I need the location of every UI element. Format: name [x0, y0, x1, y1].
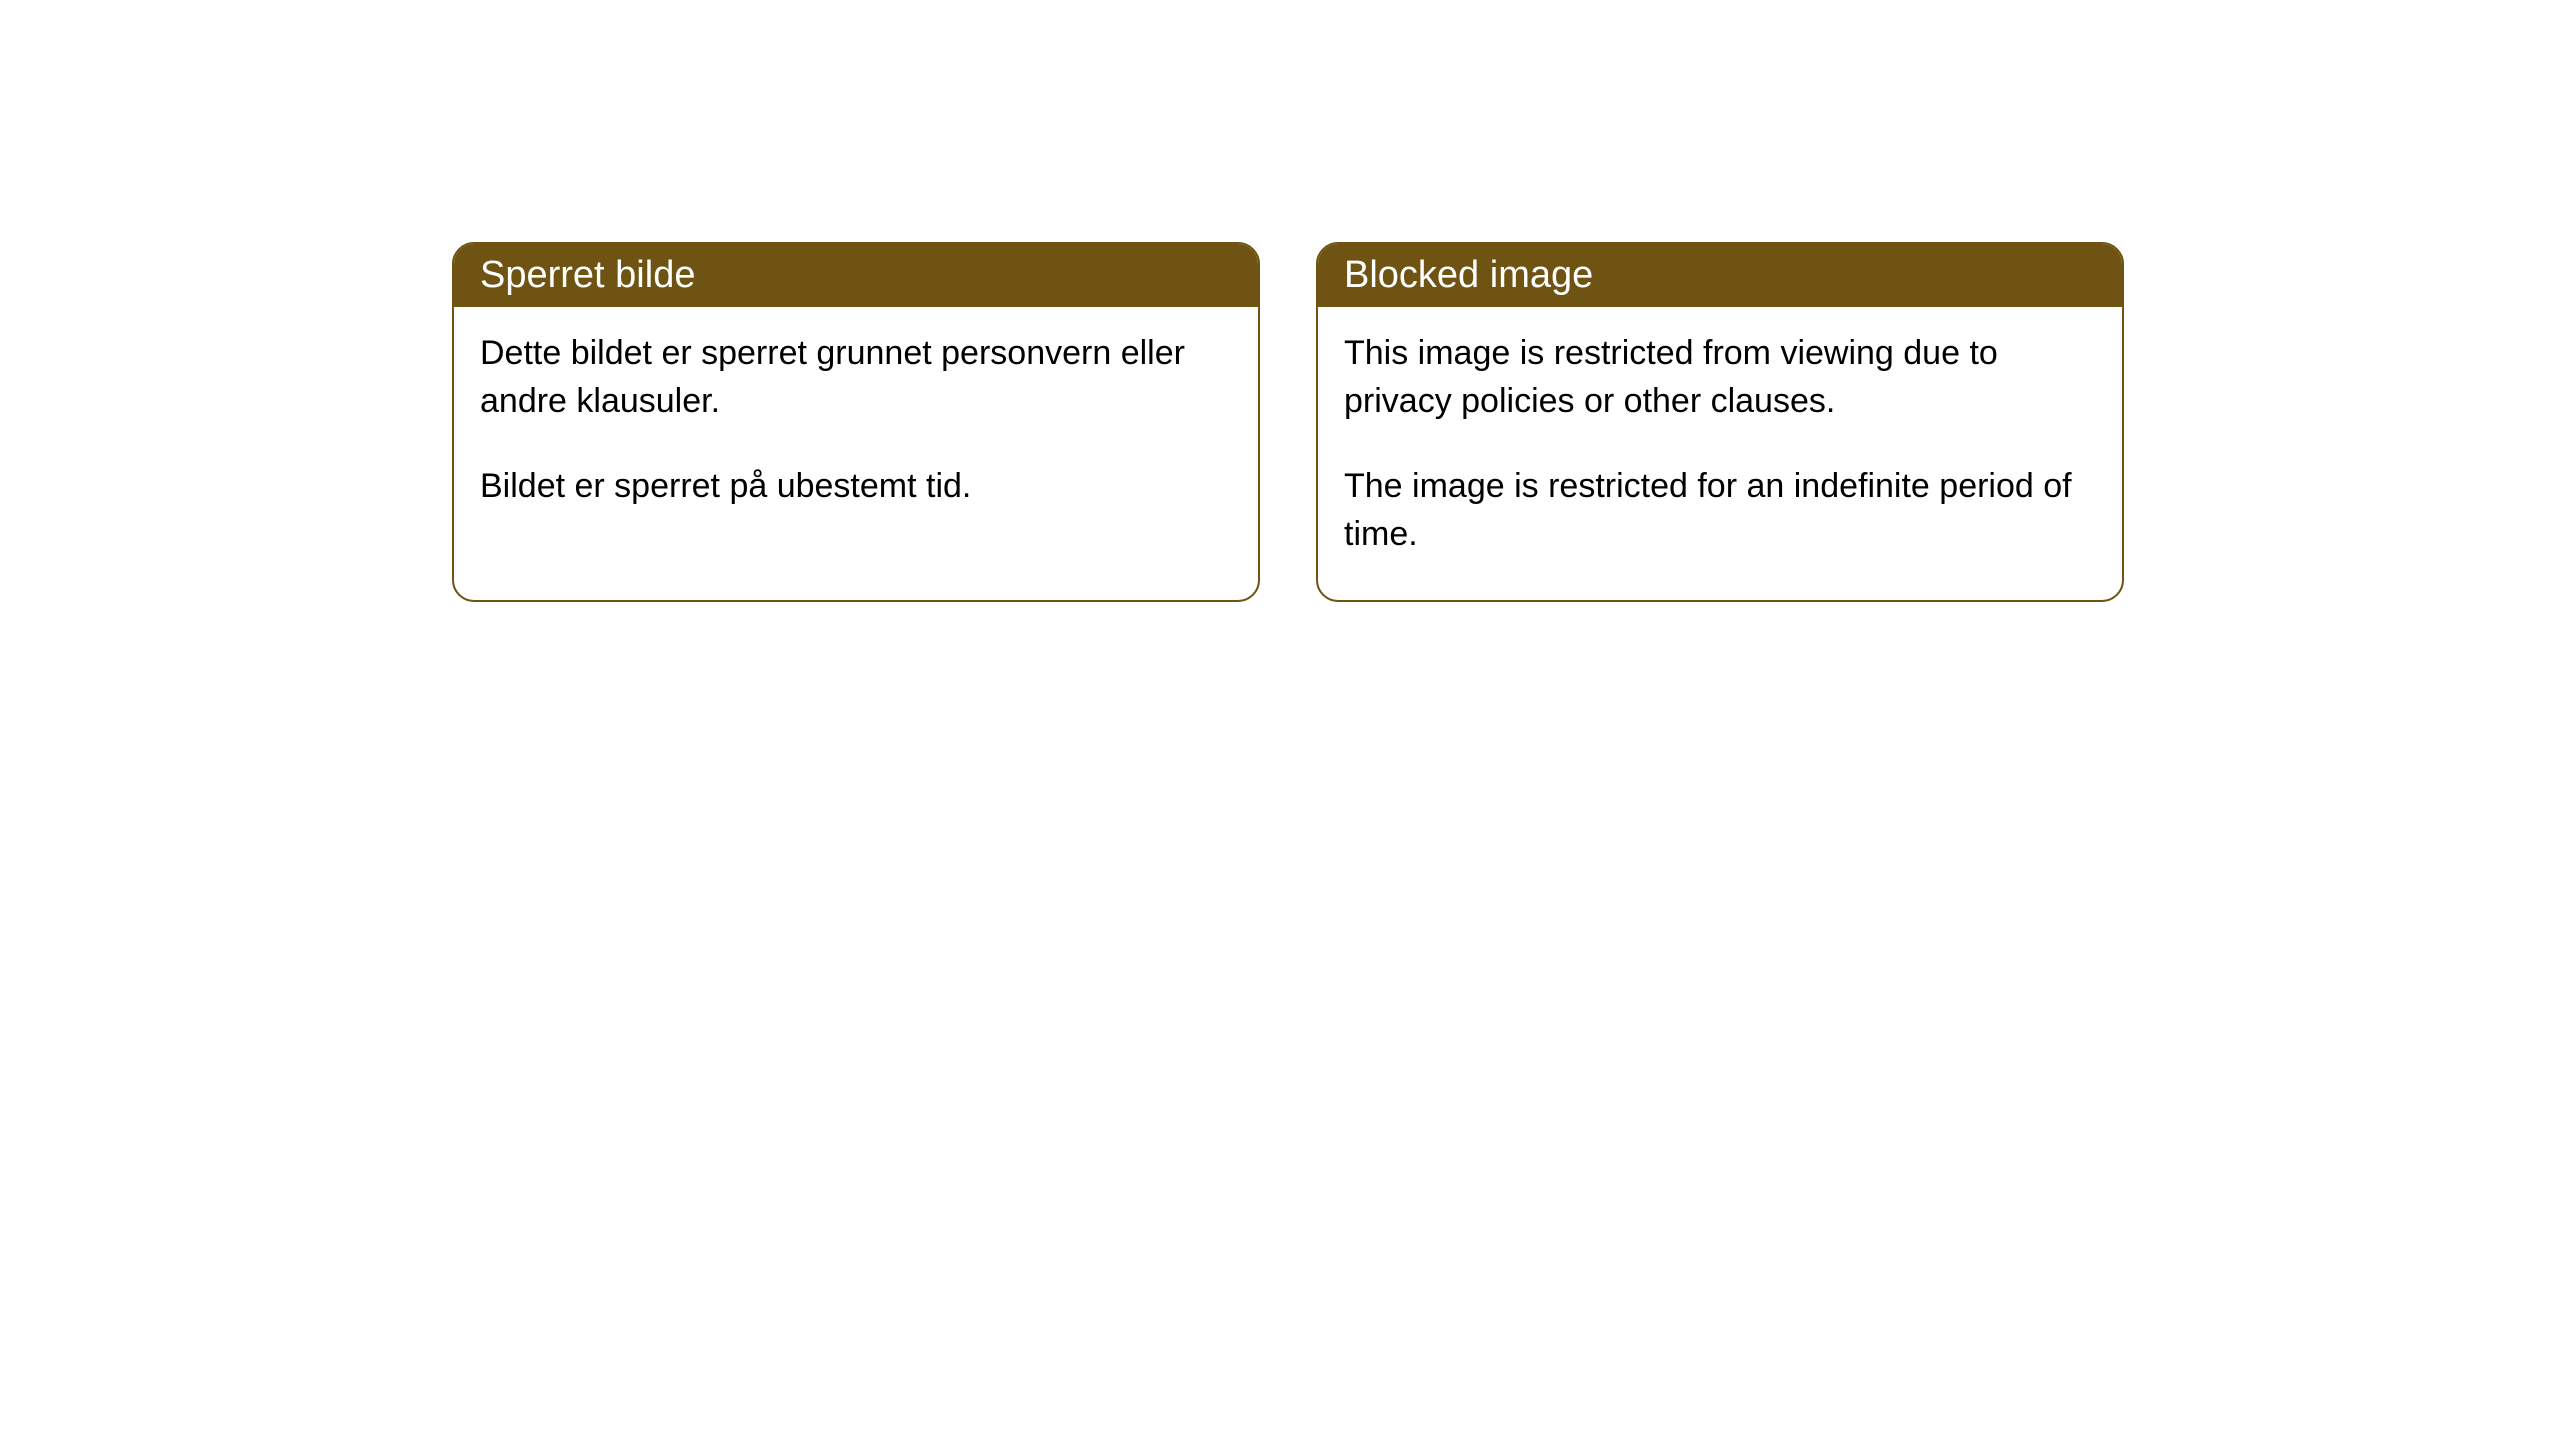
- blocked-image-card-en: Blocked image This image is restricted f…: [1316, 242, 2124, 602]
- card-paragraph: Bildet er sperret på ubestemt tid.: [480, 462, 1232, 510]
- notice-cards-container: Sperret bilde Dette bildet er sperret gr…: [0, 0, 2560, 602]
- card-paragraph: The image is restricted for an indefinit…: [1344, 462, 2096, 559]
- card-title: Blocked image: [1318, 244, 2122, 307]
- card-title: Sperret bilde: [454, 244, 1258, 307]
- blocked-image-card-no: Sperret bilde Dette bildet er sperret gr…: [452, 242, 1260, 602]
- card-paragraph: Dette bildet er sperret grunnet personve…: [480, 329, 1232, 426]
- card-body: Dette bildet er sperret grunnet personve…: [454, 307, 1258, 552]
- card-paragraph: This image is restricted from viewing du…: [1344, 329, 2096, 426]
- card-body: This image is restricted from viewing du…: [1318, 307, 2122, 600]
